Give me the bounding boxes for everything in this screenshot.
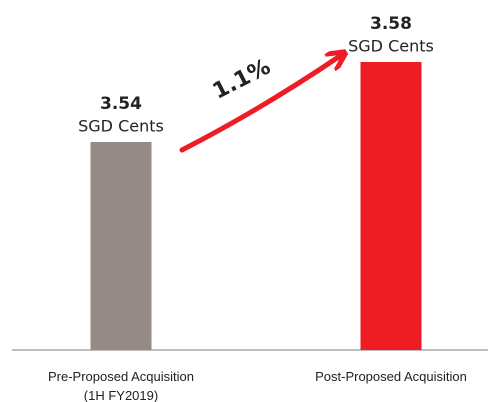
unit-label: SGD Cents [78, 117, 164, 136]
x-tick-label: Post-Proposed Acquisition [315, 369, 467, 384]
bar [360, 62, 422, 350]
bar [90, 142, 152, 350]
value-label: 3.54 [100, 94, 142, 114]
annotation: 1.1% [209, 55, 275, 105]
unit-label: SGD Cents [348, 37, 434, 56]
arrow [179, 56, 340, 153]
x-tick-label: Pre-Proposed Acquisition (1H FY2019) [48, 369, 194, 402]
value-label: 3.58 [370, 14, 412, 34]
